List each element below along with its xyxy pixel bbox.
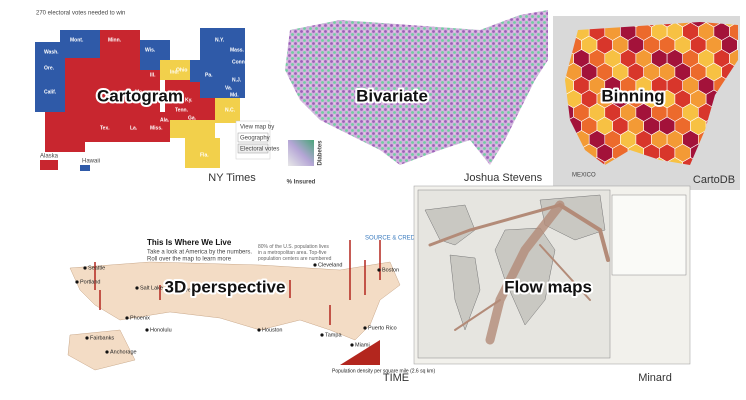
state-label: Wash. [44,49,59,55]
state-label: Ind. [170,69,179,75]
city-label: Denver [175,287,193,293]
city-label: Anchorage [110,349,137,355]
city-label: Miami [355,342,370,348]
city-dot [85,336,89,340]
state-label: N.Y. [215,37,225,43]
city-dot [105,350,109,354]
city-label: Houston [262,327,283,333]
state-label: Ga. [188,115,197,121]
panel-label: Bivariate [356,86,428,105]
city-label: Tampa [325,332,342,338]
credit: TIME [383,372,409,384]
state-label: N.J. [232,77,242,83]
state-label: Calif. [44,89,57,95]
panel-label: Cartogram [97,86,183,105]
city-dot [83,266,87,270]
binning-panel: MEXICO Binning CartoDB [553,16,740,190]
state-label: Ky. [185,97,193,103]
map-text: Take a look at America by the numbers. [147,250,252,256]
state-label: Mo. [135,89,144,95]
state-label: Minn. [108,37,122,43]
state-label: Pa. [205,72,213,78]
city-dot [320,333,324,337]
state-label: Fla. [200,152,209,158]
state-label: Tex. [100,125,110,131]
city-label: Boston [382,267,399,273]
map-text: Roll over the map to learn more [147,257,232,263]
credit: CartoDB [693,174,735,186]
state-label: Ore. [44,65,55,71]
city-label: Phoenix [130,315,150,321]
state-label: N.C. [225,107,236,113]
credit: Minard [638,372,672,384]
credit: NY Times [208,172,256,184]
city-dot [75,280,79,284]
state-label: Mich. [175,49,188,55]
cartogram-panel: 270 electoral votes needed to win Wash. O… [35,11,279,184]
panel-label: 3D perspective [165,277,286,296]
city-label: Salt Lake [140,285,163,291]
state-label: Ohio [176,67,187,73]
bivariate-panel: % Insured Diabetes Bivariate Joshua Stev… [285,10,548,186]
state-label: Wis. [145,47,156,53]
axis-label: Diabetes [318,140,324,166]
city-label: Fairbanks [90,335,114,341]
city-dot [363,326,367,330]
city-label: Honolulu [150,327,172,333]
city-label: Puerto Rico [368,325,397,331]
flow-panel: Flow maps Minard [413,185,691,384]
header: 270 electoral votes needed to win [36,11,125,17]
perspective-panel: This Is Where We Live Take a look at Ame… [67,236,435,384]
city-label: Portland [80,279,101,285]
option-button[interactable] [237,143,269,154]
city-dot [170,288,174,292]
map-title: This Is Where We Live [147,238,232,247]
city-dot [313,263,317,267]
city-dot [377,268,381,272]
option-label[interactable]: Electoral votes [240,147,279,153]
place-label: MEXICO [572,173,596,179]
city-dot [145,328,149,332]
city-dot [257,328,261,332]
axis-label: % Insured [287,180,316,186]
inset-label: Hawaii [82,159,100,165]
panel-label: Binning [601,86,664,105]
map-note: 80% of the U.S. population lives in a me… [258,244,332,262]
state-label: Mont. [70,37,84,43]
state-label: Mass. [230,47,245,53]
panel-label: Flow maps [504,277,592,296]
state-label: Ala. [160,117,170,123]
credit: Joshua Stevens [464,172,543,184]
inset-label: Alaska [40,154,59,160]
state-label: Md. [230,92,239,98]
city-dot [350,343,354,347]
state-label: Okla. [98,97,111,103]
city-label: Seattle [88,265,105,271]
source-link[interactable]: SOURCE & CREDITS [365,236,424,242]
option-button[interactable] [237,132,269,143]
city-label: Cleveland [318,262,342,268]
state-label: Miss. [150,125,163,131]
scale-label: Population density per square mile (2.6 … [332,368,435,374]
state-label: Va. [225,85,233,91]
option-label[interactable]: Geography [240,136,270,142]
city-dot [125,316,129,320]
city-dot [135,286,139,290]
state-label: La. [130,125,138,131]
state-label: Ill. [150,72,156,78]
state-label: Tenn. [175,107,189,113]
legend-title: View map by [240,125,274,131]
state-label: Conn. [232,59,247,65]
